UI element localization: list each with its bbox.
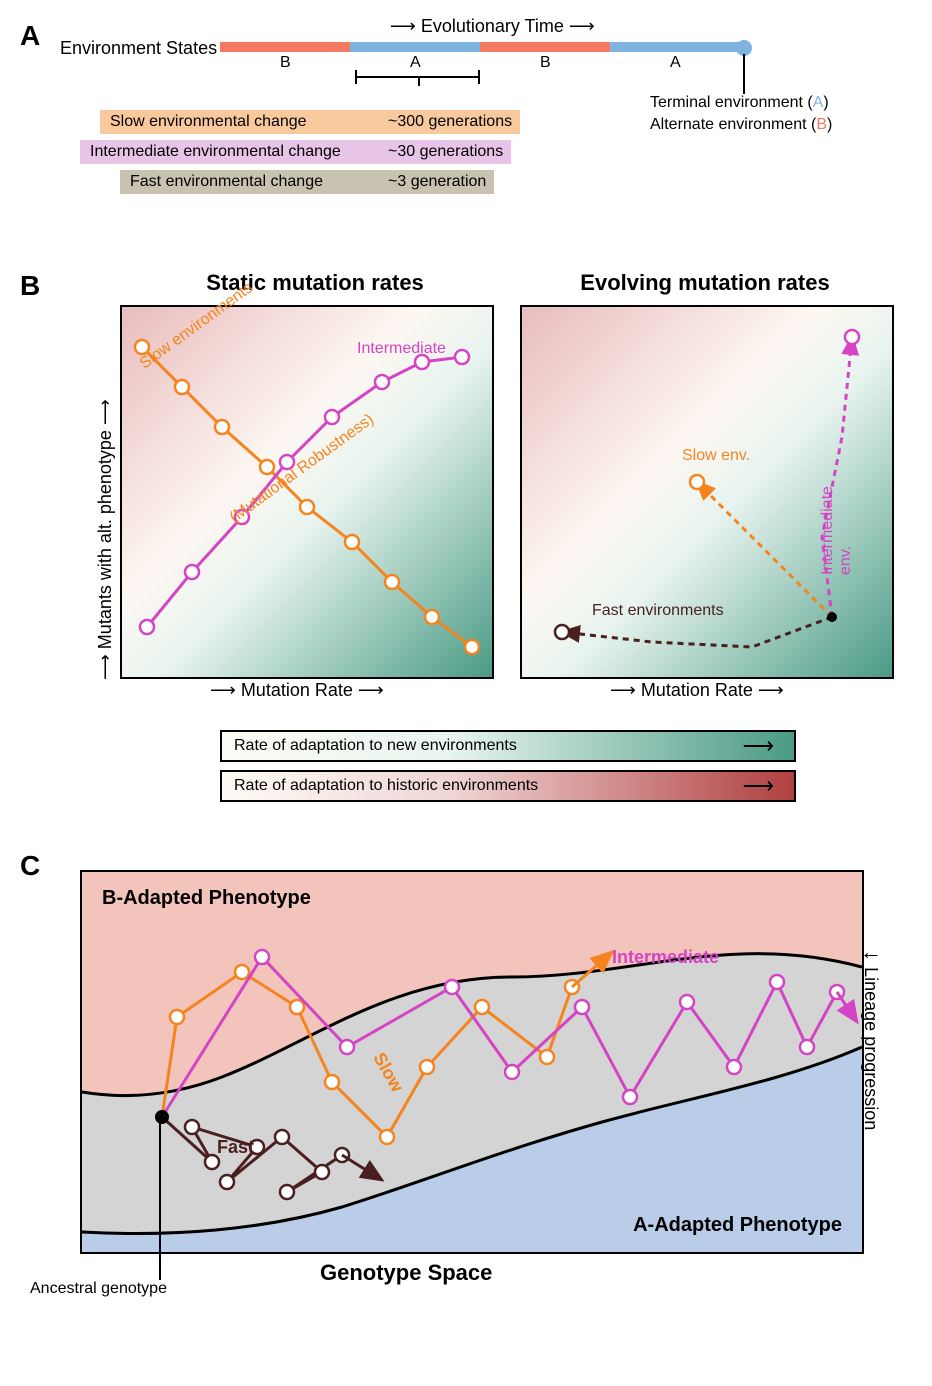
terminal-line xyxy=(742,54,746,94)
segment-b1 xyxy=(220,42,350,52)
xaxis-label-right: ⟶ Mutation Rate ⟶ xyxy=(610,680,784,701)
env-states-label: Environment States xyxy=(60,38,217,59)
segment-a2 xyxy=(610,42,740,52)
gen-fast: ~3 generation xyxy=(380,170,494,194)
genotype-space-label: Genotype Space xyxy=(320,1260,492,1286)
alternate-env-label: Alternate environment (B) xyxy=(650,116,832,134)
seg-label-a1: A xyxy=(410,54,421,72)
seg-label-b2: B xyxy=(540,54,551,72)
seg-label-b1: B xyxy=(280,54,291,72)
inter-label-c: Intermediate xyxy=(612,947,719,968)
title-evolving: Evolving mutation rates xyxy=(520,270,890,296)
yaxis-label: ⟶ Mutants with alt. phenotype ⟶ xyxy=(95,399,116,680)
cond-fast: Fast environmental change xyxy=(120,170,380,194)
legend-new: Rate of adaptation to new environments ⟶ xyxy=(220,730,796,762)
arrow-icon: ⟶ xyxy=(742,733,774,759)
slow-env-label-right: Slow env. xyxy=(682,447,750,465)
chart-static-svg xyxy=(122,307,492,677)
panel-c: C B-Adapted Phenotype A-Adapted Phenotyp… xyxy=(20,850,912,1320)
arrow-icon: ⟶ xyxy=(742,773,774,799)
genotype-space-box: B-Adapted Phenotype A-Adapted Phenotype … xyxy=(80,870,864,1254)
timeline xyxy=(220,42,740,52)
gen-slow: ~300 generations xyxy=(380,110,520,134)
panel-c-label: C xyxy=(20,850,40,882)
panel-b: B Static mutation rates Evolving mutatio… xyxy=(20,270,912,830)
a-adapted-label: A-Adapted Phenotype xyxy=(633,1214,842,1237)
range-bracket xyxy=(355,76,480,98)
terminal-env-label: Terminal environment (A) xyxy=(650,94,829,112)
panel-b-label: B xyxy=(20,270,40,302)
ancestral-line xyxy=(150,1115,170,1280)
chart-static: Slow environments (Mutational Robustness… xyxy=(120,305,494,679)
fast-env-label-right: Fast environments xyxy=(592,602,724,620)
legend-new-text: Rate of adaptation to new environments xyxy=(234,737,517,755)
cond-slow: Slow environmental change xyxy=(100,110,380,134)
fast-label-c: Fast xyxy=(217,1137,254,1158)
legend-historic: Rate of adaptation to historic environme… xyxy=(220,770,796,802)
genotype-space-svg xyxy=(82,872,862,1252)
panel-a: A Environment States ⟶ Evolutionary Time… xyxy=(20,20,912,250)
title-static: Static mutation rates xyxy=(130,270,500,296)
cond-intermediate: Intermediate environmental change xyxy=(80,140,400,164)
evo-time-label: ⟶ Evolutionary Time ⟶ xyxy=(390,16,595,37)
segment-b2 xyxy=(480,42,610,52)
lineage-label: ↓ Lineage progression xyxy=(859,950,885,1130)
b-adapted-label: B-Adapted Phenotype xyxy=(102,887,311,910)
chart-evolving: Fast environments Slow env. Intermediate… xyxy=(520,305,894,679)
ancestral-label: Ancestral genotype xyxy=(30,1280,167,1298)
segment-a1 xyxy=(350,42,480,52)
seg-label-a2: A xyxy=(670,54,681,72)
intermediate-label-left: Intermediate xyxy=(357,340,446,358)
legend-hist-text: Rate of adaptation to historic environme… xyxy=(234,777,538,795)
panel-a-label: A xyxy=(20,20,40,52)
xaxis-label-left: ⟶ Mutation Rate ⟶ xyxy=(210,680,384,701)
inter-env-label-right: Intermediate env. xyxy=(819,486,855,575)
gen-intermediate: ~30 generations xyxy=(380,140,511,164)
figure: A Environment States ⟶ Evolutionary Time… xyxy=(20,20,912,1320)
